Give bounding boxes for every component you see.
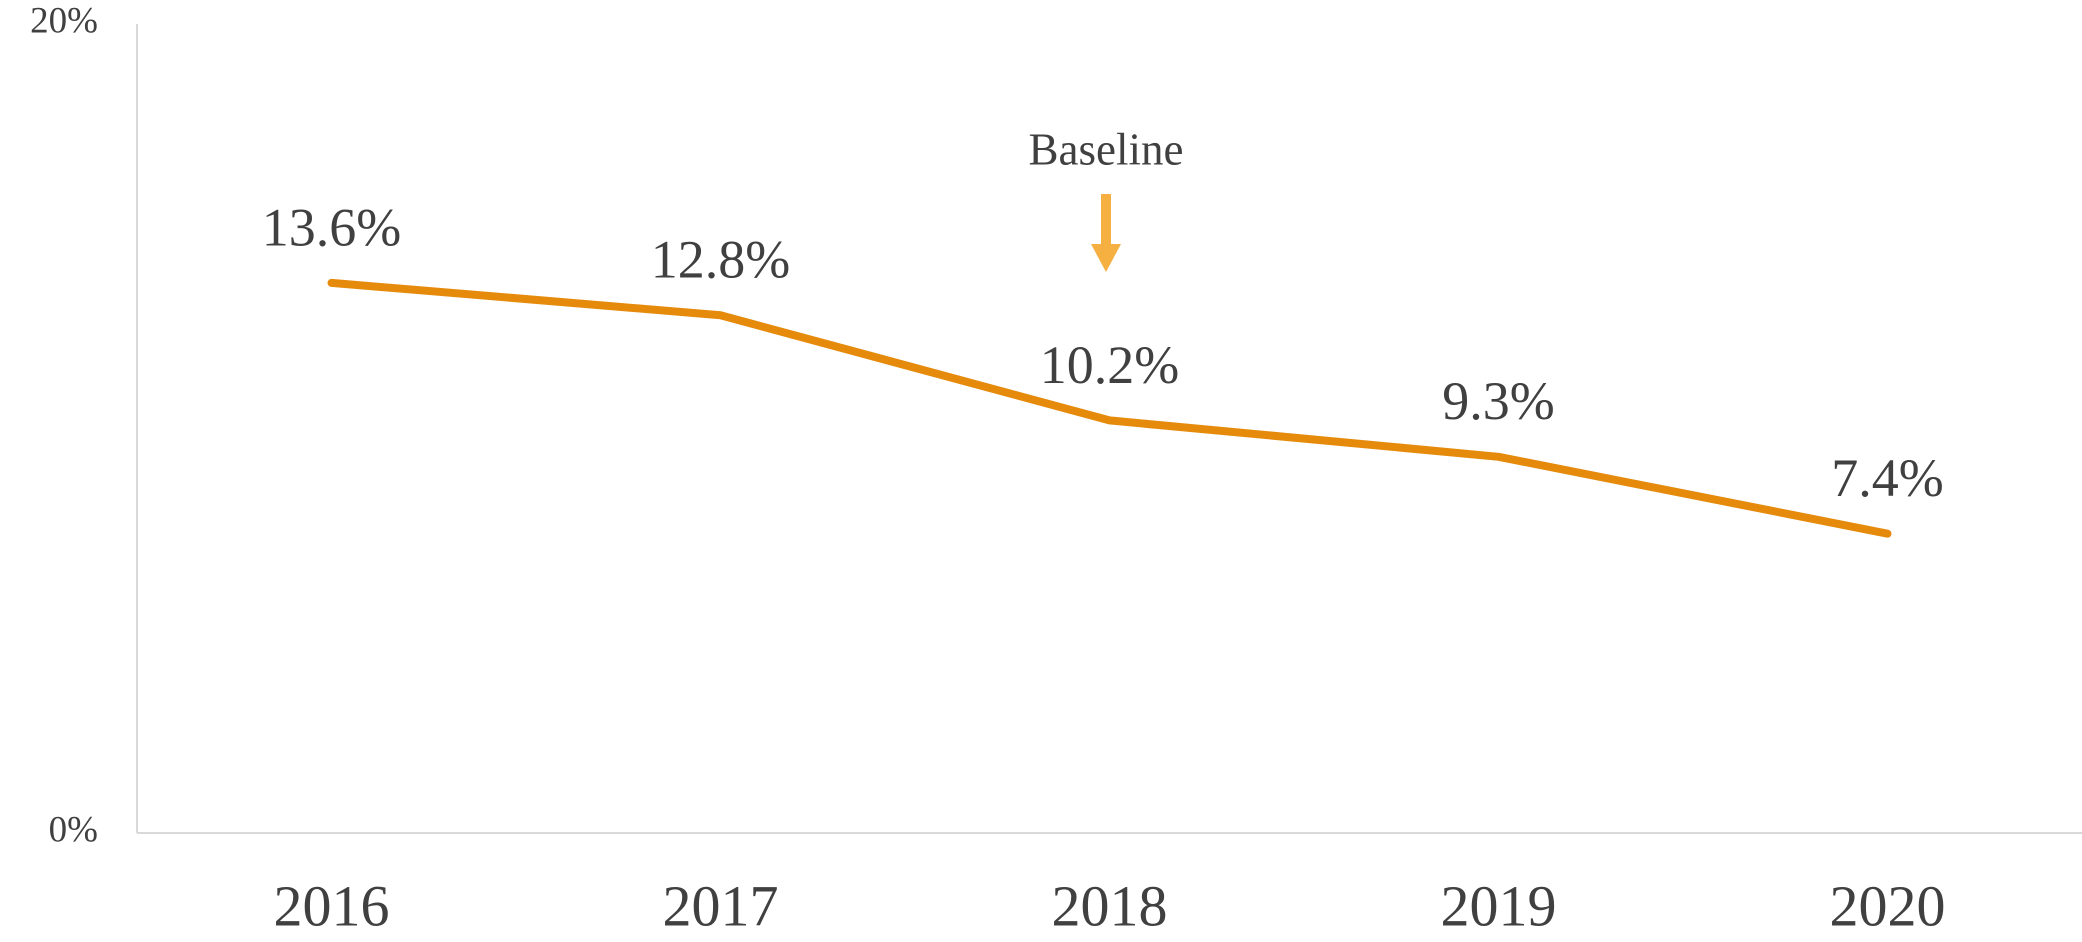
annotation-arrow (1091, 194, 1121, 272)
annotation: Baseline (1029, 124, 1184, 174)
data-label: 12.8% (651, 230, 790, 290)
x-tick-label: 2019 (1441, 873, 1557, 938)
data-label: 13.6% (262, 197, 401, 257)
data-label: 10.2% (1040, 335, 1179, 395)
line (327, 278, 1892, 538)
data-label: 9.3% (1442, 371, 1554, 431)
y-tick-label: 20% (30, 0, 98, 41)
arrow-head (1091, 244, 1121, 272)
x-tick-label: 2016 (274, 873, 390, 938)
arrow-shaft (1101, 194, 1111, 246)
x-tick-label: 2020 (1830, 873, 1946, 938)
y-tick-label: 0% (49, 809, 98, 850)
x-tick-label: 2018 (1052, 873, 1168, 938)
x-tick-label: 2017 (663, 873, 779, 938)
data-label: 7.4% (1831, 448, 1943, 508)
